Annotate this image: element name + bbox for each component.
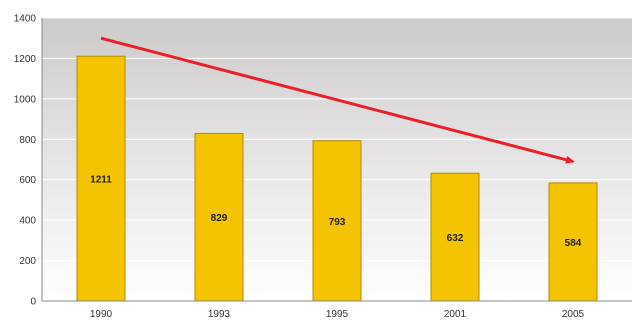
bar-2005 xyxy=(548,182,598,302)
bar-2001 xyxy=(430,172,480,302)
y-tick-label: 1000 xyxy=(14,94,37,105)
bar-1990 xyxy=(76,55,126,302)
bar-value-label: 632 xyxy=(447,233,464,244)
x-tick-label: 1993 xyxy=(208,309,231,320)
y-tick-label: 1400 xyxy=(14,14,37,25)
bar-value-label: 1211 xyxy=(90,175,112,186)
y-tick-label: 800 xyxy=(19,135,36,146)
trend-arrow xyxy=(100,36,575,164)
y-tick-label: 600 xyxy=(19,175,36,186)
bars: 1211 829 793 632 584 xyxy=(76,55,598,302)
x-tick-label: 1995 xyxy=(326,309,349,320)
bar-value-label: 584 xyxy=(565,238,582,249)
x-tick-label: 1990 xyxy=(90,309,113,320)
y-tick-label: 400 xyxy=(19,216,36,227)
bar-1993 xyxy=(194,132,244,302)
bar-value-label: 829 xyxy=(211,213,228,224)
bar-1995 xyxy=(312,140,362,302)
y-tick-label: 1200 xyxy=(14,54,37,65)
x-tick-label: 2005 xyxy=(562,309,585,320)
y-axis-ticks: 0 200 400 600 800 1000 1200 1400 xyxy=(14,14,37,308)
x-axis-ticks: 1990 1993 1995 2001 2005 xyxy=(90,309,585,320)
x-tick-label: 2001 xyxy=(444,309,467,320)
bar-value-label: 793 xyxy=(329,217,346,228)
y-tick-label: 200 xyxy=(19,256,36,267)
y-tick-label: 0 xyxy=(30,297,36,308)
